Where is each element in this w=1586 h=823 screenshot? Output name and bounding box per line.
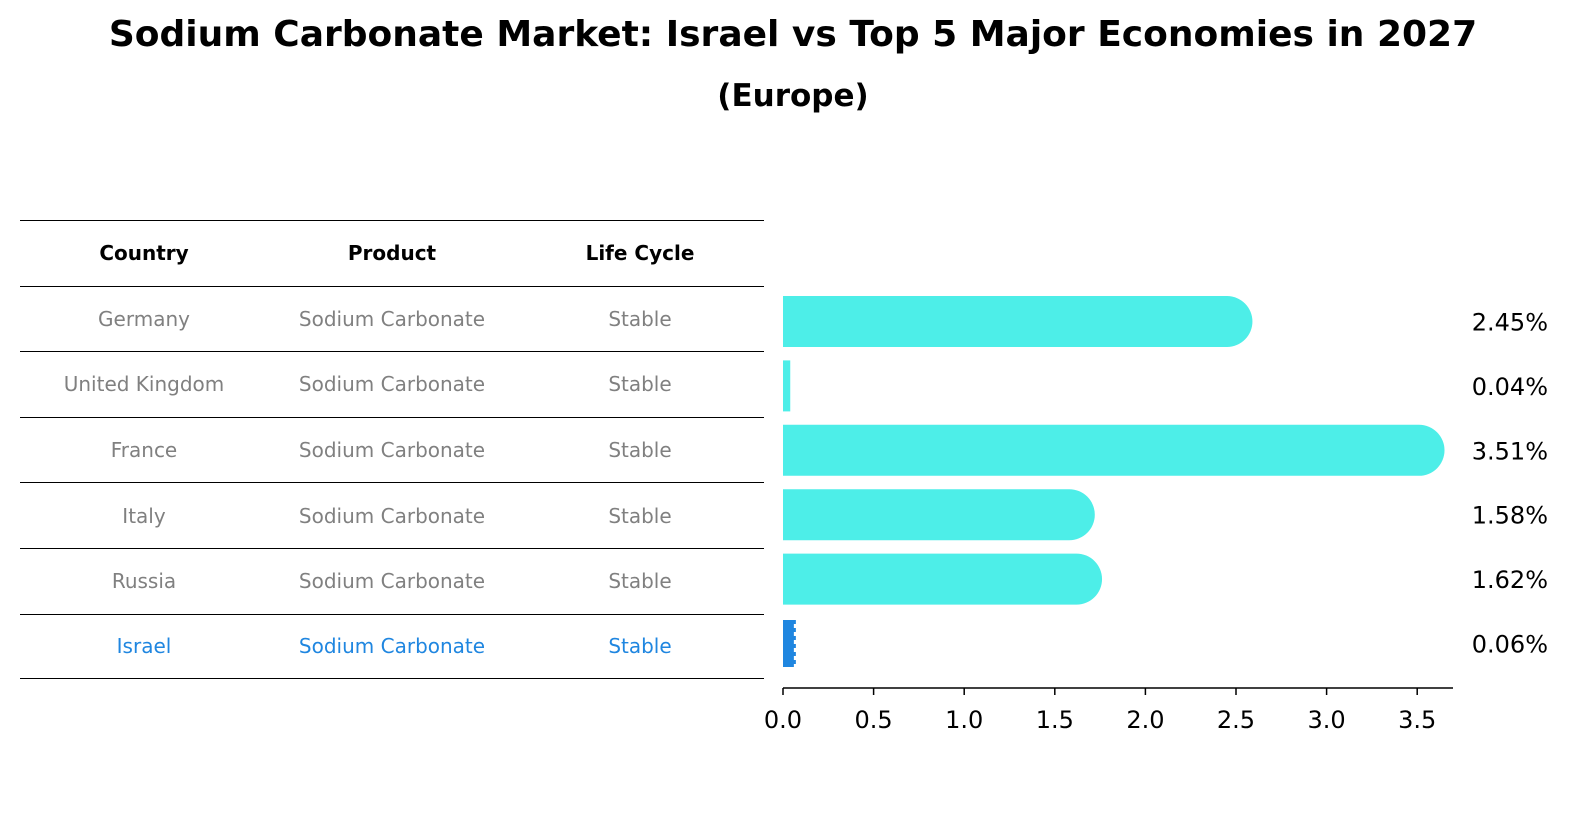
chart-title: Sodium Carbonate Market: Israel vs Top 5… [108,14,1478,55]
table-row: Italy Sodium Carbonate Stable [20,482,764,548]
cell-product: Sodium Carbonate [298,438,486,463]
table-row: United Kingdom Sodium Carbonate Stable [20,351,764,417]
value-label: 3.51% [1472,437,1548,465]
x-tick-label: 1.5 [1036,706,1074,734]
table-header-row: Country Product Life Cycle [20,220,764,286]
x-tick-label: 2.5 [1217,706,1255,734]
bar-russia [783,553,1103,605]
data-table: Country Product Life Cycle Germany Sodiu… [20,220,764,680]
bar-united-kingdom [783,360,791,412]
value-label: 0.06% [1472,631,1548,659]
x-tick-label: 0.0 [764,706,802,734]
value-label: 1.58% [1472,502,1548,530]
table-row: France Sodium Carbonate Stable [20,416,764,483]
cell-country: Russia [111,569,177,594]
cell-country: United Kingdom [63,372,225,397]
header-product: Product [347,241,437,266]
cell-life-cycle: Stable [608,634,672,659]
header-country: Country [99,241,189,266]
bar-italy [783,489,1095,541]
cell-product: Sodium Carbonate [298,503,486,528]
x-tick-label: 2.0 [1126,706,1164,734]
cell-product: Sodium Carbonate [298,372,486,397]
value-label: 0.04% [1472,373,1548,401]
bar-israel [783,620,794,667]
cell-product: Sodium Carbonate [298,634,486,659]
bar-france [783,424,1445,476]
cell-country: Israel [116,634,172,659]
table-row: Germany Sodium Carbonate Stable [20,285,764,352]
cell-country: Germany [98,306,190,331]
cell-life-cycle: Stable [608,438,672,463]
value-label: 1.62% [1472,566,1548,594]
cell-country: France [110,438,178,463]
chart-subtitle: (Europe) [717,78,869,114]
value-label: 2.45% [1472,309,1548,337]
x-tick-label: 3.0 [1308,706,1346,734]
cell-life-cycle: Stable [608,306,672,331]
table-row: Russia Sodium Carbonate Stable [20,547,764,614]
cell-life-cycle: Stable [608,569,672,594]
cell-product: Sodium Carbonate [298,569,486,594]
bar-germany [783,296,1253,347]
cell-product: Sodium Carbonate [298,306,486,331]
cell-life-cycle: Stable [608,503,672,528]
x-tick-label: 0.5 [855,706,893,734]
x-tick-label: 3.5 [1398,706,1436,734]
cell-life-cycle: Stable [608,372,672,397]
header-life-cycle: Life Cycle [585,241,695,266]
x-tick-label: 1.0 [945,706,983,734]
table-row-highlight: Israel Sodium Carbonate Stable [20,613,764,680]
cell-country: Italy [122,503,166,528]
